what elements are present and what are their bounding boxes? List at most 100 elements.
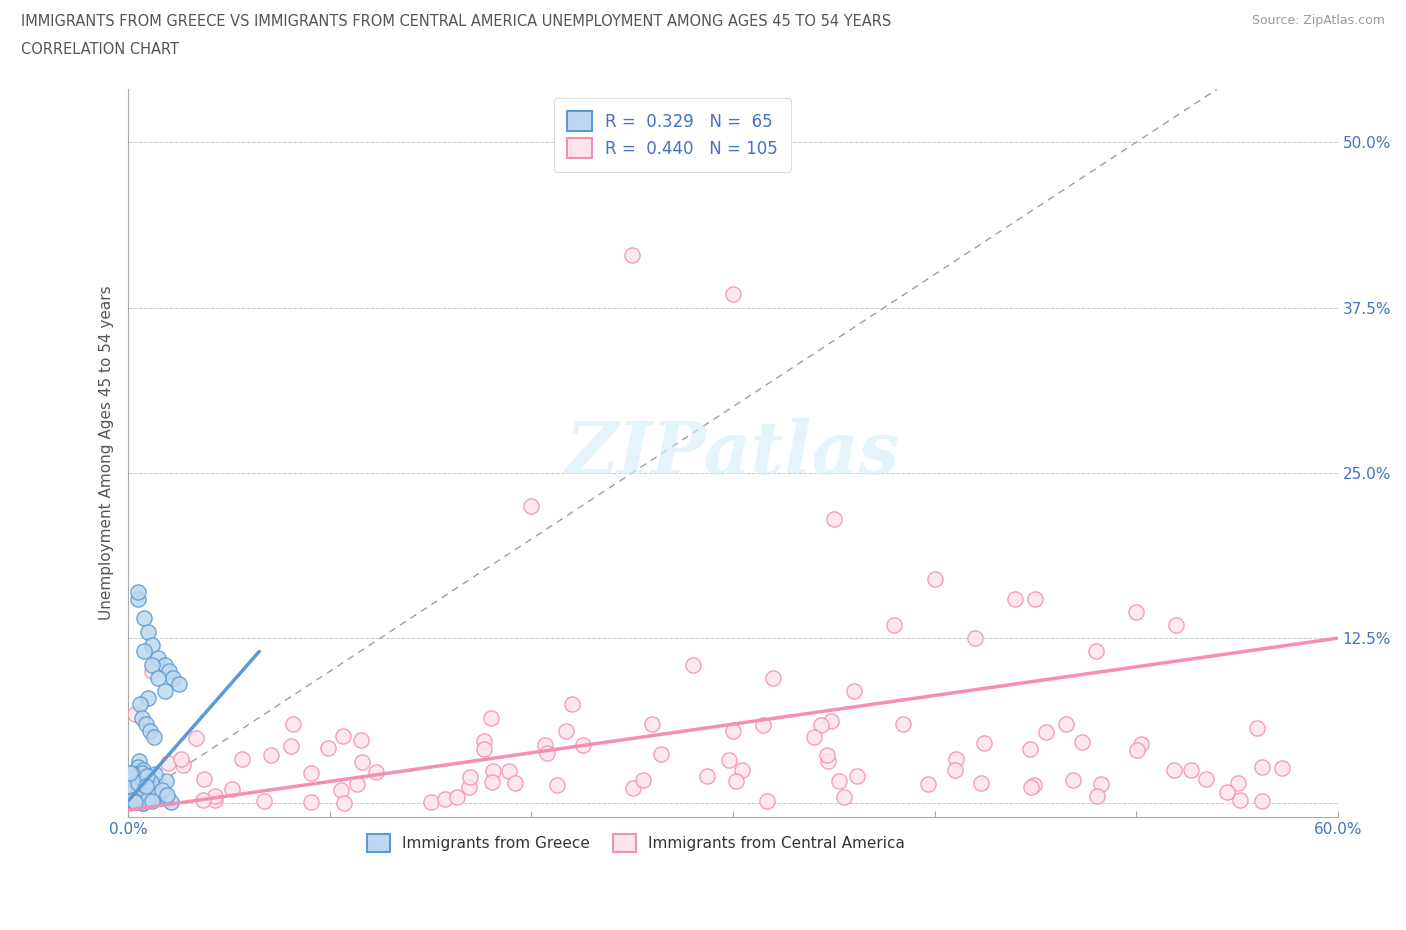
Point <box>820 713 842 728</box>
Point <box>153 658 176 672</box>
Legend: Immigrants from Greece, Immigrants from Central America: Immigrants from Greece, Immigrants from … <box>360 826 912 860</box>
Point <box>121 794 143 809</box>
Point <box>1246 721 1268 736</box>
Point <box>145 784 167 799</box>
Point <box>150 783 173 798</box>
Point <box>419 794 441 809</box>
Point <box>120 792 142 807</box>
Point <box>481 764 503 778</box>
Point <box>136 773 159 788</box>
Point <box>143 788 166 803</box>
Point <box>1024 777 1046 792</box>
Point <box>128 754 150 769</box>
Point <box>827 773 849 788</box>
Point <box>135 717 157 732</box>
Point <box>172 757 194 772</box>
Point <box>756 793 779 808</box>
Point <box>132 795 155 810</box>
Point <box>124 770 146 785</box>
Text: ZIPatlas: ZIPatlas <box>565 418 900 488</box>
Point <box>481 775 503 790</box>
Point <box>561 697 583 711</box>
Point <box>650 747 672 762</box>
Y-axis label: Unemployment Among Ages 45 to 54 years: Unemployment Among Ages 45 to 54 years <box>100 286 114 620</box>
Point <box>498 764 520 778</box>
Point <box>193 772 215 787</box>
Point <box>891 717 914 732</box>
Point <box>157 664 180 679</box>
Point <box>120 765 142 780</box>
Point <box>127 759 149 774</box>
Point <box>1166 618 1188 632</box>
Point <box>191 792 214 807</box>
Point <box>131 795 153 810</box>
Point <box>124 780 146 795</box>
Point <box>121 786 143 801</box>
Point <box>721 724 744 738</box>
Text: Source: ZipAtlas.com: Source: ZipAtlas.com <box>1251 14 1385 27</box>
Point <box>129 784 152 799</box>
Text: IMMIGRANTS FROM GREECE VS IMMIGRANTS FROM CENTRAL AMERICA UNEMPLOYMENT AMONG AGE: IMMIGRANTS FROM GREECE VS IMMIGRANTS FRO… <box>21 14 891 29</box>
Point <box>141 664 163 679</box>
Point <box>138 624 160 639</box>
Point <box>160 794 183 809</box>
Point <box>1271 761 1294 776</box>
Point <box>129 791 152 806</box>
Point <box>124 794 146 809</box>
Point <box>1163 763 1185 777</box>
Point <box>1229 792 1251 807</box>
Point <box>503 776 526 790</box>
Point <box>299 795 322 810</box>
Point <box>129 697 152 711</box>
Point <box>231 751 253 766</box>
Point <box>969 775 991 790</box>
Point <box>127 786 149 801</box>
Point <box>546 777 568 792</box>
Point <box>167 677 190 692</box>
Point <box>1085 789 1108 804</box>
Point <box>141 775 163 790</box>
Point <box>1129 737 1152 751</box>
Point <box>157 756 180 771</box>
Point <box>924 571 946 586</box>
Point <box>366 765 388 780</box>
Point <box>141 637 163 652</box>
Point <box>141 658 163 672</box>
Point <box>204 792 226 807</box>
Point <box>534 737 557 752</box>
Point <box>135 778 157 793</box>
Point <box>346 777 368 791</box>
Point <box>1180 763 1202 777</box>
Point <box>1226 775 1249 790</box>
Point <box>621 780 644 795</box>
Point <box>817 753 839 768</box>
Point <box>127 591 149 606</box>
Point <box>156 788 179 803</box>
Point <box>120 794 142 809</box>
Point <box>682 658 704 672</box>
Point <box>1084 644 1107 658</box>
Point <box>221 782 243 797</box>
Point <box>883 618 905 632</box>
Point <box>631 773 654 788</box>
Point <box>135 788 157 803</box>
Point <box>120 783 142 798</box>
Point <box>725 774 748 789</box>
Point <box>138 690 160 705</box>
Point <box>751 717 773 732</box>
Point <box>917 776 939 790</box>
Point <box>1195 772 1218 787</box>
Point <box>350 754 373 769</box>
Point <box>1019 741 1042 756</box>
Point <box>134 785 156 800</box>
Point <box>124 707 146 722</box>
Point <box>132 763 155 777</box>
Point <box>845 768 868 783</box>
Point <box>260 748 283 763</box>
Point <box>148 671 170 685</box>
Point <box>131 711 153 725</box>
Point <box>281 716 304 731</box>
Point <box>329 782 352 797</box>
Point <box>136 791 159 806</box>
Point <box>134 644 156 658</box>
